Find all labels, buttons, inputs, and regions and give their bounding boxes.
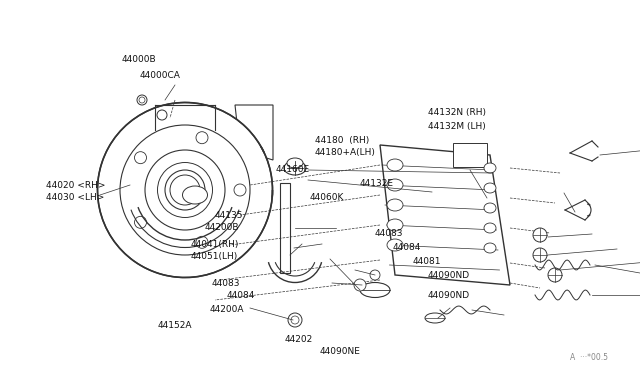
Ellipse shape bbox=[484, 223, 496, 233]
Text: 44132M (LH): 44132M (LH) bbox=[428, 122, 486, 131]
Polygon shape bbox=[380, 145, 510, 285]
Text: 44160E: 44160E bbox=[276, 166, 310, 174]
Text: 44000B: 44000B bbox=[122, 55, 157, 64]
Polygon shape bbox=[280, 183, 290, 273]
Circle shape bbox=[533, 248, 547, 262]
Text: 44132E: 44132E bbox=[360, 179, 394, 187]
Text: A  ···*00.5: A ···*00.5 bbox=[570, 353, 608, 362]
Circle shape bbox=[548, 268, 562, 282]
Ellipse shape bbox=[387, 179, 403, 191]
Text: 44030 <LH>: 44030 <LH> bbox=[46, 193, 104, 202]
Ellipse shape bbox=[287, 158, 303, 168]
Text: 44135: 44135 bbox=[215, 211, 243, 219]
Circle shape bbox=[533, 228, 547, 242]
Circle shape bbox=[196, 132, 208, 144]
Ellipse shape bbox=[387, 239, 403, 251]
Circle shape bbox=[157, 110, 167, 120]
Circle shape bbox=[234, 184, 246, 196]
Text: 44152A: 44152A bbox=[158, 321, 193, 330]
Text: 44132N (RH): 44132N (RH) bbox=[428, 109, 486, 118]
Text: 44200A: 44200A bbox=[210, 305, 244, 314]
Text: 44060K: 44060K bbox=[310, 193, 344, 202]
Ellipse shape bbox=[484, 163, 496, 173]
Circle shape bbox=[137, 95, 147, 105]
Text: 44200B: 44200B bbox=[205, 224, 239, 232]
Text: 44083: 44083 bbox=[212, 279, 241, 288]
Circle shape bbox=[134, 152, 147, 164]
Ellipse shape bbox=[387, 159, 403, 171]
Ellipse shape bbox=[484, 243, 496, 253]
Ellipse shape bbox=[484, 183, 496, 193]
Text: 44180  (RH): 44180 (RH) bbox=[315, 135, 369, 144]
Circle shape bbox=[370, 270, 380, 280]
Text: 44084: 44084 bbox=[393, 244, 421, 253]
Circle shape bbox=[354, 279, 366, 291]
Ellipse shape bbox=[284, 161, 306, 175]
Circle shape bbox=[291, 316, 299, 324]
Ellipse shape bbox=[387, 199, 403, 211]
Text: 44051(LH): 44051(LH) bbox=[191, 253, 238, 262]
Text: 44202: 44202 bbox=[285, 336, 313, 344]
Ellipse shape bbox=[484, 203, 496, 213]
Text: 44041(RH): 44041(RH) bbox=[191, 240, 239, 248]
Text: 44090ND: 44090ND bbox=[428, 270, 470, 279]
Circle shape bbox=[134, 217, 147, 228]
Circle shape bbox=[139, 97, 145, 103]
Text: 44083: 44083 bbox=[375, 230, 403, 238]
Text: 44090NE: 44090NE bbox=[320, 347, 361, 356]
Ellipse shape bbox=[97, 103, 273, 278]
Text: 44180+A(LH): 44180+A(LH) bbox=[315, 148, 376, 157]
Text: 44084: 44084 bbox=[227, 292, 255, 301]
Text: 44081: 44081 bbox=[413, 257, 442, 266]
Polygon shape bbox=[453, 143, 487, 167]
Text: 44000CA: 44000CA bbox=[140, 71, 181, 80]
Circle shape bbox=[288, 313, 302, 327]
Text: 44020 <RH>: 44020 <RH> bbox=[46, 180, 106, 189]
Ellipse shape bbox=[360, 282, 390, 298]
Ellipse shape bbox=[387, 219, 403, 231]
Ellipse shape bbox=[425, 313, 445, 323]
Polygon shape bbox=[235, 105, 273, 160]
Text: 44090ND: 44090ND bbox=[428, 291, 470, 299]
Ellipse shape bbox=[182, 186, 207, 204]
Circle shape bbox=[196, 236, 208, 248]
